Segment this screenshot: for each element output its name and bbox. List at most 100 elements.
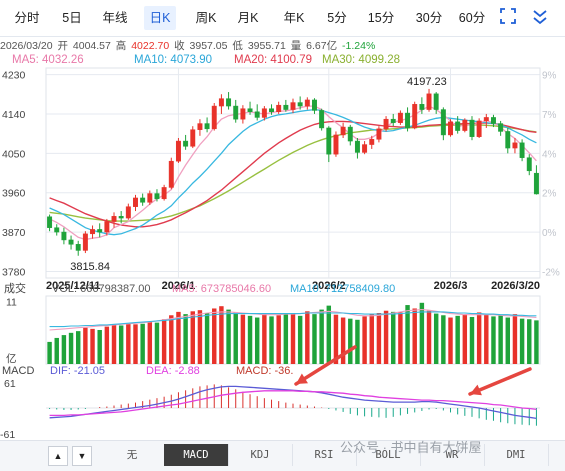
scroll-up-button[interactable]: ▲ — [48, 446, 68, 466]
candle-body — [390, 118, 396, 123]
volume-bar — [111, 324, 117, 364]
pct-tick-label: 4% — [542, 149, 557, 160]
volume-bar — [240, 314, 246, 364]
candle-body — [412, 104, 418, 129]
period-tab[interactable]: 15分 — [367, 11, 395, 25]
volume-unit-label: 亿 — [6, 352, 17, 365]
candle-body — [61, 231, 67, 241]
period-tab[interactable]: 日K — [144, 6, 176, 30]
candle-body — [226, 98, 232, 107]
candle-body — [290, 102, 296, 110]
dea-line — [49, 390, 537, 417]
volume-bar — [527, 319, 532, 364]
volume-bar — [61, 335, 67, 364]
price-tick-label: 4140 — [2, 109, 26, 121]
volume-bar — [297, 315, 303, 364]
volume-bar — [362, 316, 367, 364]
candle-body — [197, 123, 203, 130]
volume-bar — [97, 330, 102, 364]
volume-ma10-line — [49, 311, 537, 328]
volume-bar — [348, 318, 353, 364]
dif-label: DIF: -21.05 — [50, 365, 105, 377]
high-label: 高 — [115, 40, 127, 52]
price-tick-label: 4050 — [2, 148, 26, 160]
candle-body — [505, 131, 511, 149]
pct-tick-label: 9% — [542, 71, 557, 82]
period-tab[interactable]: 60分 — [458, 11, 486, 25]
candle-body — [240, 108, 246, 120]
volume-bar — [212, 308, 217, 364]
volume-bar — [161, 319, 167, 364]
candle-body — [218, 98, 224, 107]
indicator-tab[interactable]: WR — [420, 444, 485, 466]
volume-bar — [405, 305, 410, 364]
candle-body — [68, 239, 74, 245]
period-tab[interactable]: 年K — [283, 11, 305, 25]
candle-body — [383, 118, 389, 130]
candle-body — [326, 127, 332, 155]
candle-body — [140, 197, 146, 203]
candle-body — [254, 111, 260, 118]
candle-body — [211, 105, 217, 130]
volume-bar — [269, 316, 274, 364]
quote-bar: 2026/03/20 开 4004.57 高 4022.70 收 3957.05… — [0, 38, 565, 54]
volume-bar — [68, 332, 74, 364]
indicator-tab[interactable]: BOLL — [356, 444, 421, 466]
volume-bar — [462, 314, 468, 364]
candle-body — [304, 99, 310, 107]
volume-bar — [183, 314, 188, 364]
candle-body — [347, 126, 353, 142]
volume-bar — [491, 316, 496, 364]
period-tab[interactable]: 30分 — [415, 11, 443, 25]
candle-body — [276, 104, 282, 112]
indicator-tab[interactable]: 无 — [100, 444, 165, 466]
candle-body — [233, 105, 239, 120]
volume-bar — [75, 331, 81, 364]
candle-body — [397, 112, 403, 123]
volume-ma5-label: MA5: 673785046.60 — [172, 283, 271, 295]
candle-body — [104, 221, 110, 233]
period-tab[interactable]: 周K — [195, 11, 217, 25]
close-label: 收 — [174, 40, 185, 52]
indicator-tab[interactable]: RSI — [292, 444, 357, 466]
annotation-arrow-right — [468, 367, 532, 396]
min-price-label: 3815.84 — [70, 261, 110, 273]
date-axis-label: 2026/3/20 — [491, 280, 540, 292]
volume-tick-label: 11 — [6, 297, 17, 309]
arrow-shaft — [468, 367, 532, 396]
price-tick-label: 4230 — [2, 70, 26, 82]
period-toolbar: 分时 5日 年线 日K 周K 月K 年K 5分 15分 30分 60分 — [0, 0, 565, 37]
indicator-tab[interactable]: MACD — [164, 444, 229, 466]
watermark-text: 公众号 · 书中自有大饼屋 — [340, 440, 482, 455]
volume-bar — [398, 312, 403, 364]
volume-bar — [140, 323, 145, 364]
volume-bar — [448, 317, 453, 364]
candle-body — [82, 233, 88, 251]
kline-chart[interactable]: 4230 9% 4140 7% 4050 4% 3960 2% 3870 0% 3780 -2% 419… — [0, 66, 565, 440]
indicator-tab[interactable]: KDJ — [228, 444, 293, 466]
volume-ma10-label: MA10: 712758409.80 — [290, 283, 395, 295]
price-tick-label: 3960 — [2, 188, 26, 200]
date-axis-label: 2025/12/11 — [46, 280, 100, 292]
volume-bar — [419, 302, 425, 364]
volume-bar — [54, 337, 59, 364]
chevron-down-icon[interactable] — [532, 8, 548, 26]
candle-body — [47, 216, 53, 228]
fullscreen-icon[interactable] — [500, 8, 516, 24]
period-tab[interactable]: 月K — [237, 11, 259, 25]
period-tab[interactable]: 分时 — [14, 11, 40, 25]
volume-bar — [455, 315, 460, 364]
period-tab[interactable]: 5日 — [62, 11, 82, 25]
volume-value-label: VOL: 666798387.00 — [52, 283, 150, 295]
candle-body — [312, 99, 317, 111]
scroll-down-button[interactable]: ▼ — [72, 446, 92, 466]
period-tab[interactable]: 年线 — [102, 11, 128, 25]
volume-bar — [505, 317, 511, 364]
candle-body — [297, 102, 303, 107]
volume-value: 6.67亿 — [306, 40, 338, 52]
ma30-line — [49, 124, 537, 222]
indicator-tab[interactable]: DMI — [484, 444, 549, 466]
volume-bar — [383, 310, 389, 364]
volume-bar — [126, 323, 131, 364]
period-tab[interactable]: 5分 — [327, 11, 347, 25]
